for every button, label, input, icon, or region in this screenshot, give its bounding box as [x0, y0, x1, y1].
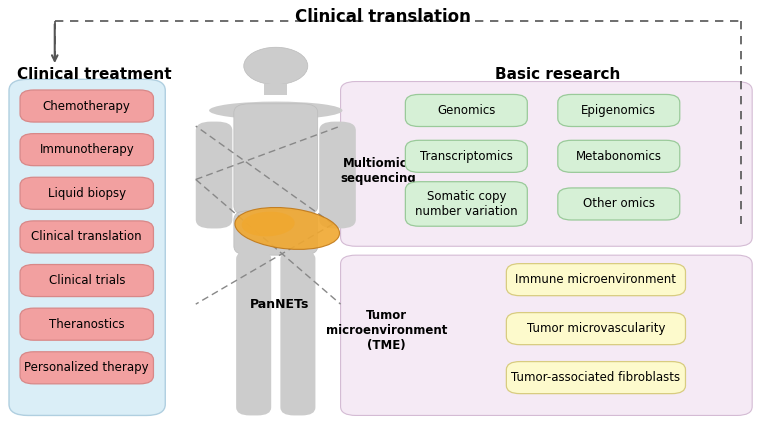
FancyBboxPatch shape: [9, 79, 165, 415]
Text: Metabonomics: Metabonomics: [576, 150, 662, 163]
Text: Personalized therapy: Personalized therapy: [24, 361, 149, 375]
Text: Genomics: Genomics: [437, 104, 496, 117]
FancyBboxPatch shape: [405, 182, 527, 226]
FancyBboxPatch shape: [196, 121, 233, 228]
FancyBboxPatch shape: [265, 84, 287, 95]
FancyBboxPatch shape: [20, 177, 154, 209]
FancyBboxPatch shape: [20, 90, 154, 122]
Text: Tumor
microenvironment
(TME): Tumor microenvironment (TME): [326, 310, 447, 353]
FancyBboxPatch shape: [506, 362, 685, 394]
Text: Other omics: Other omics: [583, 198, 655, 211]
FancyBboxPatch shape: [20, 352, 154, 384]
Text: PanNETs: PanNETs: [250, 297, 309, 310]
FancyBboxPatch shape: [234, 211, 317, 255]
Ellipse shape: [209, 102, 343, 119]
FancyBboxPatch shape: [234, 104, 317, 215]
Text: Multiomics
sequencing: Multiomics sequencing: [341, 156, 417, 185]
FancyBboxPatch shape: [20, 134, 154, 166]
Circle shape: [244, 47, 308, 85]
FancyBboxPatch shape: [506, 263, 685, 296]
FancyBboxPatch shape: [558, 188, 680, 220]
FancyBboxPatch shape: [319, 121, 356, 228]
FancyBboxPatch shape: [558, 140, 680, 172]
FancyBboxPatch shape: [405, 140, 527, 172]
FancyBboxPatch shape: [20, 308, 154, 340]
Text: Tumor-associated fibroblasts: Tumor-associated fibroblasts: [511, 371, 681, 384]
FancyBboxPatch shape: [405, 95, 527, 126]
FancyBboxPatch shape: [340, 255, 752, 415]
FancyBboxPatch shape: [340, 82, 752, 246]
Text: Transcriptomics: Transcriptomics: [420, 150, 513, 163]
Text: Immune microenvironment: Immune microenvironment: [516, 273, 676, 286]
FancyBboxPatch shape: [558, 95, 680, 126]
FancyBboxPatch shape: [280, 251, 315, 415]
Text: Theranostics: Theranostics: [49, 318, 125, 331]
Text: Clinical translation: Clinical translation: [295, 8, 470, 26]
Text: Immunotherapy: Immunotherapy: [39, 143, 134, 156]
Text: Basic research: Basic research: [495, 67, 620, 82]
Text: Clinical translation: Clinical translation: [31, 230, 142, 243]
Ellipse shape: [235, 207, 340, 250]
Text: Clinical treatment: Clinical treatment: [17, 67, 171, 82]
Text: Liquid biopsy: Liquid biopsy: [47, 187, 125, 200]
Text: Somatic copy
number variation: Somatic copy number variation: [415, 190, 518, 218]
Text: Tumor microvascularity: Tumor microvascularity: [526, 322, 666, 335]
Text: Clinical trials: Clinical trials: [48, 274, 125, 287]
FancyBboxPatch shape: [20, 264, 154, 297]
Ellipse shape: [242, 211, 295, 237]
FancyBboxPatch shape: [236, 251, 272, 415]
Text: Chemotherapy: Chemotherapy: [43, 99, 131, 112]
FancyBboxPatch shape: [20, 221, 154, 253]
Text: Epigenomics: Epigenomics: [581, 104, 656, 117]
FancyBboxPatch shape: [506, 313, 685, 345]
